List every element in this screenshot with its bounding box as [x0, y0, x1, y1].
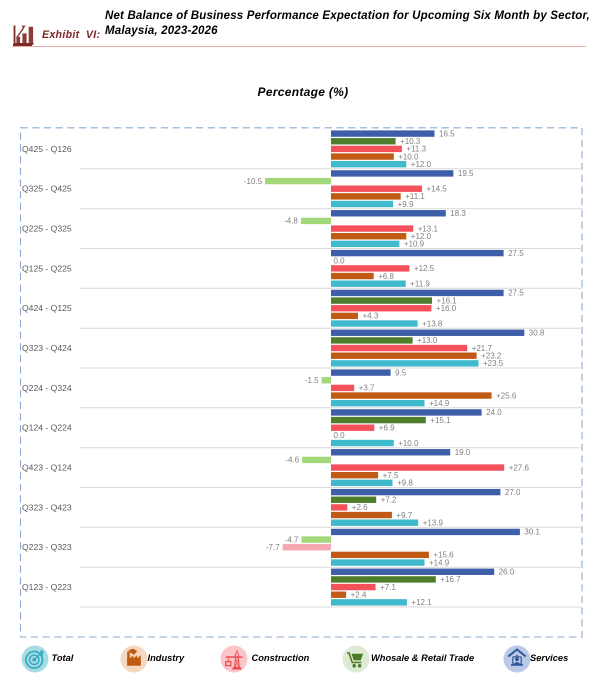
svg-text:27.5: 27.5 — [508, 289, 524, 298]
svg-text:+16.7: +16.7 — [440, 575, 461, 584]
svg-text:9.5: 9.5 — [395, 368, 407, 377]
svg-text:+12.5: +12.5 — [414, 264, 435, 273]
svg-text:26.0: 26.0 — [499, 568, 515, 577]
svg-text:+11.9: +11.9 — [410, 280, 430, 289]
svg-text:19.0: 19.0 — [455, 448, 471, 457]
svg-text:+4.3: +4.3 — [363, 312, 379, 321]
svg-text:+9.7: +9.7 — [396, 511, 412, 520]
svg-text:+16.1: +16.1 — [437, 296, 458, 305]
svg-text:+13.9: +13.9 — [423, 519, 444, 528]
svg-text:+7.1: +7.1 — [380, 583, 396, 592]
svg-text:+21.7: +21.7 — [472, 344, 493, 353]
svg-text:+9.9: +9.9 — [398, 200, 414, 209]
svg-text:-7.7: -7.7 — [266, 543, 280, 552]
svg-text:Q223 - Q323: Q223 - Q323 — [22, 542, 72, 552]
svg-text:+10.0: +10.0 — [398, 152, 419, 161]
svg-text:+13.1: +13.1 — [418, 224, 439, 233]
svg-text:-1.5: -1.5 — [305, 376, 319, 385]
svg-text:Q423 - Q124: Q423 - Q124 — [22, 463, 72, 473]
svg-text:-4.8: -4.8 — [284, 217, 298, 226]
svg-text:+27.6: +27.6 — [509, 463, 530, 472]
svg-text:+13.0: +13.0 — [417, 336, 438, 345]
svg-text:18.3: 18.3 — [450, 209, 466, 218]
svg-text:30.8: 30.8 — [529, 329, 545, 338]
svg-text:+10.9: +10.9 — [404, 240, 425, 249]
svg-text:+3.7: +3.7 — [359, 384, 375, 393]
svg-text:+12.1: +12.1 — [411, 598, 432, 607]
svg-text:+10.0: +10.0 — [398, 439, 419, 448]
svg-text:+2.4: +2.4 — [351, 591, 367, 600]
svg-text:30.1: 30.1 — [524, 528, 540, 537]
svg-text:Q225 - Q325: Q225 - Q325 — [22, 224, 72, 234]
svg-text:+13.8: +13.8 — [422, 319, 443, 328]
svg-text:Q325 - Q425: Q325 - Q425 — [22, 184, 72, 194]
svg-text:+6.8: +6.8 — [378, 272, 394, 281]
svg-text:+16.0: +16.0 — [436, 304, 457, 313]
svg-text:24.0: 24.0 — [486, 408, 502, 417]
svg-text:+14.5: +14.5 — [427, 185, 448, 194]
svg-text:+6.9: +6.9 — [379, 424, 395, 433]
svg-text:0.0: 0.0 — [334, 431, 346, 440]
svg-text:+7.5: +7.5 — [383, 471, 399, 480]
svg-text:+9.8: +9.8 — [397, 479, 413, 488]
svg-text:+12.0: +12.0 — [411, 232, 432, 241]
svg-text:Q323 - Q423: Q323 - Q423 — [22, 502, 72, 512]
svg-text:+23.2: +23.2 — [481, 352, 502, 361]
svg-text:+11.1: +11.1 — [405, 192, 425, 201]
svg-text:+15.1: +15.1 — [430, 416, 451, 425]
svg-text:16.5: 16.5 — [439, 129, 455, 138]
svg-text:-4.6: -4.6 — [285, 456, 299, 465]
svg-text:Q124 - Q224: Q124 - Q224 — [22, 423, 72, 433]
svg-text:+10.3: +10.3 — [400, 137, 421, 146]
svg-text:Q424 - Q125: Q424 - Q125 — [22, 303, 72, 313]
svg-text:Q123 - Q223: Q123 - Q223 — [22, 582, 72, 592]
svg-text:Q425 - Q126: Q425 - Q126 — [22, 144, 72, 154]
svg-text:+14.9: +14.9 — [429, 399, 450, 408]
svg-text:27.0: 27.0 — [505, 488, 521, 497]
svg-text:27.5: 27.5 — [508, 249, 524, 258]
svg-text:+25.6: +25.6 — [496, 391, 517, 400]
svg-text:-4.7: -4.7 — [285, 535, 299, 544]
svg-text:+12.0: +12.0 — [411, 160, 432, 169]
svg-text:+14.9: +14.9 — [429, 558, 450, 567]
svg-text:Q224 - Q324: Q224 - Q324 — [22, 383, 72, 393]
svg-text:Q125 - Q225: Q125 - Q225 — [22, 263, 72, 273]
svg-text:+7.2: +7.2 — [381, 496, 397, 505]
svg-text:+15.6: +15.6 — [433, 551, 454, 560]
svg-text:0.0: 0.0 — [334, 257, 346, 266]
svg-text:+23.5: +23.5 — [483, 359, 504, 368]
svg-text:-10.5: -10.5 — [244, 177, 263, 186]
svg-text:19.5: 19.5 — [458, 169, 474, 178]
svg-text:+2.6: +2.6 — [352, 503, 368, 512]
svg-text:Q323 - Q424: Q323 - Q424 — [22, 343, 72, 353]
svg-text:+11.3: +11.3 — [406, 145, 426, 154]
